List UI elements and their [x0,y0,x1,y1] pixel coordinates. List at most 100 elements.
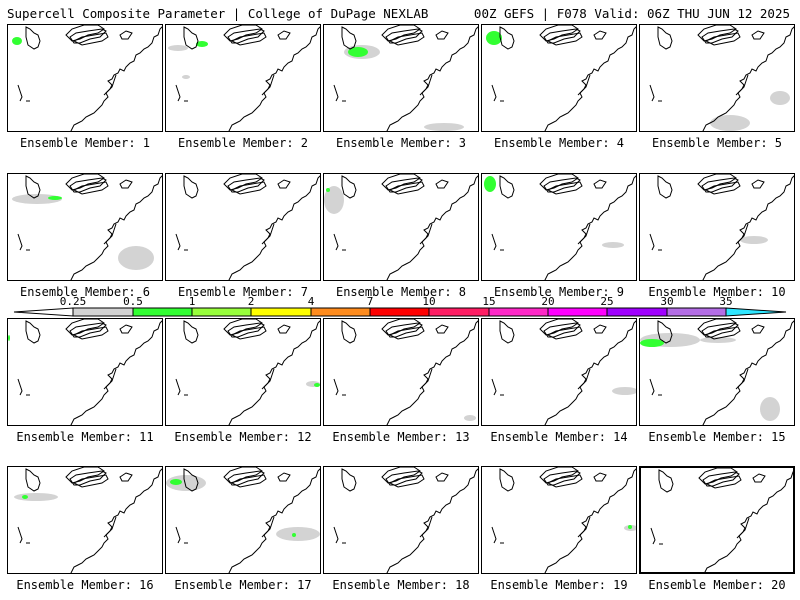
colorbar-tick-label: 0.5 [123,295,143,308]
colorbar-swatch [250,307,312,317]
coastline-outline [175,25,320,131]
colorbar-swatch [488,307,549,317]
colorbar-tick-label: 25 [600,295,614,308]
colorbar-tick-label: 1 [188,295,196,308]
ensemble-member-caption: Ensemble Member: 13 [332,430,470,444]
coastline-outline [491,25,636,131]
scp-shading-gray [424,123,464,131]
scp-shading-green [22,495,28,499]
scp-shading-gray [700,337,736,343]
ensemble-member-caption: Ensemble Member: 6 [19,285,151,299]
scp-shading-gray [168,45,188,51]
colorbar-swatch [369,307,430,317]
coastline-outline [333,25,478,131]
scp-shading-green [484,176,496,192]
scp-shading-green [12,37,22,45]
colorbar-swatch [72,307,134,317]
colorbar-tick-label: 0.25 [59,295,87,308]
colorbar-tick-label: 20 [541,295,555,308]
ensemble-member-map-11[interactable] [7,318,163,426]
map-canvas [649,25,794,131]
coastline-outline [491,467,636,573]
colorbar-swatch [547,307,608,317]
ensemble-member-map-16[interactable] [7,466,163,574]
colorbar-tick-label: 4 [307,295,315,308]
ensemble-member-map-14[interactable] [481,318,637,426]
ensemble-member-map-5[interactable] [639,24,795,132]
ensemble-member-caption: Ensemble Member: 16 [16,578,154,592]
ensemble-member-map-10[interactable] [639,173,795,281]
map-canvas [8,319,162,425]
ensemble-member-caption: Ensemble Member: 17 [174,578,312,592]
scp-shading-green [326,188,330,192]
colorbar-tick-label: 2 [247,295,255,308]
ensemble-member-map-19[interactable] [481,466,637,574]
coastline-outline [649,174,794,280]
colorbar-tick-label: 7 [366,295,374,308]
map-canvas [491,467,636,573]
scp-shading-gray [602,242,624,248]
ensemble-member-caption: Ensemble Member: 5 [651,136,783,150]
ensemble-member-map-15[interactable] [639,318,795,426]
colorbar-swatch [310,307,371,317]
ensemble-member-map-13[interactable] [323,318,479,426]
ensemble-member-map-2[interactable] [165,24,321,132]
scp-shading-gray [770,91,790,105]
ensemble-member-map-20[interactable] [639,466,795,574]
ensemble-member-map-4[interactable] [481,24,637,132]
scp-shading-gray [464,415,476,421]
colorbar-swatch [191,307,252,317]
map-canvas [491,319,636,425]
ensemble-member-caption: Ensemble Member: 1 [19,136,151,150]
ensemble-member-map-1[interactable] [7,24,163,132]
coastline-outline [333,174,478,280]
ensemble-member-caption: Ensemble Member: 7 [177,285,309,299]
scp-shading-gray [14,493,58,501]
colorbar-swatch [666,307,727,317]
coastline-outline [17,174,162,280]
map-canvas [486,25,636,131]
coastline-outline [17,467,162,573]
ensemble-member-caption: Ensemble Member: 14 [490,430,628,444]
scp-shading-green [48,196,62,200]
map-canvas [324,174,478,280]
ensemble-member-caption: Ensemble Member: 8 [335,285,467,299]
coastline-outline [175,467,320,573]
scp-shading-green [196,41,208,47]
scp-shading-green [314,383,320,387]
ensemble-member-caption: Ensemble Member: 11 [16,430,154,444]
coastline-outline [491,174,636,280]
ensemble-member-map-18[interactable] [323,466,479,574]
ensemble-member-caption: Ensemble Member: 15 [648,430,786,444]
scp-shading-green [640,339,664,347]
colorbar-max-arrow [725,307,787,317]
map-canvas [333,25,478,131]
coastline-outline [175,174,320,280]
valid-time-label: 00Z GEFS | F078 Valid: 06Z THU JUN 12 20… [473,6,790,21]
map-canvas [649,174,794,280]
scp-shading-green [486,31,502,45]
map-canvas [333,319,478,425]
ensemble-member-map-9[interactable] [481,173,637,281]
ensemble-member-map-6[interactable] [7,173,163,281]
ensemble-member-caption: Ensemble Member: 19 [490,578,628,592]
colorbar-min-arrow [13,307,74,317]
ensemble-member-map-12[interactable] [165,318,321,426]
ensemble-member-map-3[interactable] [323,24,479,132]
color-scale-graphic [13,307,787,317]
colorbar-swatch [606,307,668,317]
coastline-outline [17,25,162,131]
scp-shading-green [348,47,368,57]
scp-shading-gray [760,397,780,421]
ensemble-member-map-17[interactable] [165,466,321,574]
coastline-outline [333,319,478,425]
coastline-outline [333,467,478,573]
scp-shading-gray [324,186,344,214]
product-title: Supercell Composite Parameter | College … [7,6,429,21]
ensemble-member-map-8[interactable] [323,173,479,281]
colorbar-tick-label: 15 [482,295,496,308]
map-canvas [168,25,320,131]
ensemble-member-map-7[interactable] [165,173,321,281]
ensemble-member-caption: Ensemble Member: 18 [332,578,470,592]
scp-shading-gray [740,236,768,244]
